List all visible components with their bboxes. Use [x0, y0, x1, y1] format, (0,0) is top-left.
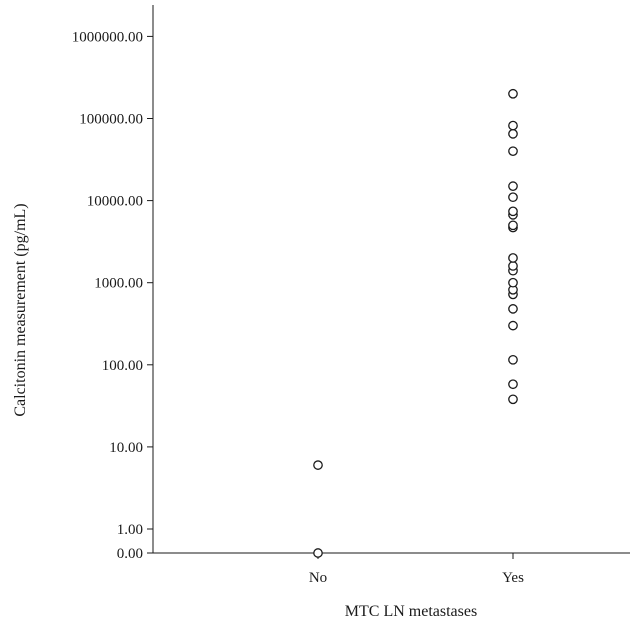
data-point	[508, 354, 518, 365]
data-point	[508, 320, 518, 331]
y-tick-label: 0.00	[117, 546, 143, 562]
y-axis-title: Calcitonin measurement (pg/mL)	[12, 203, 29, 416]
x-tick-label-no: No	[309, 570, 327, 586]
data-point	[508, 181, 518, 191]
data-point	[508, 253, 518, 263]
data-point	[508, 146, 518, 157]
data-point	[508, 379, 518, 390]
y-axis: 0.00 1.00 10.00 100.00 1000.00 10000.00 100000…	[72, 5, 154, 562]
x-axis-title: MTC LN metastases	[345, 603, 477, 620]
y-tick-label: 1000.00	[94, 276, 143, 292]
y-tick-label: 1000000.00	[72, 29, 143, 45]
y-tick-label: 10000.00	[87, 194, 143, 210]
y-tick-label: 10.00	[109, 440, 143, 456]
data-point	[508, 261, 518, 271]
y-tick-label: 100000.00	[79, 112, 143, 128]
data-point	[508, 192, 518, 203]
y-tick-label: 100.00	[102, 358, 143, 374]
data-point	[313, 548, 323, 558]
data-points	[313, 88, 518, 558]
data-point	[508, 277, 518, 288]
data-point	[313, 460, 323, 470]
data-point	[508, 394, 518, 405]
x-axis: No Yes	[153, 552, 630, 586]
data-point	[508, 88, 518, 99]
data-point	[508, 206, 518, 217]
data-point	[508, 220, 518, 231]
data-point	[508, 304, 518, 314]
y-tick-label: 1.00	[117, 522, 143, 538]
data-point	[508, 129, 518, 139]
data-point	[508, 120, 518, 131]
x-tick-label-yes: Yes	[502, 570, 524, 586]
